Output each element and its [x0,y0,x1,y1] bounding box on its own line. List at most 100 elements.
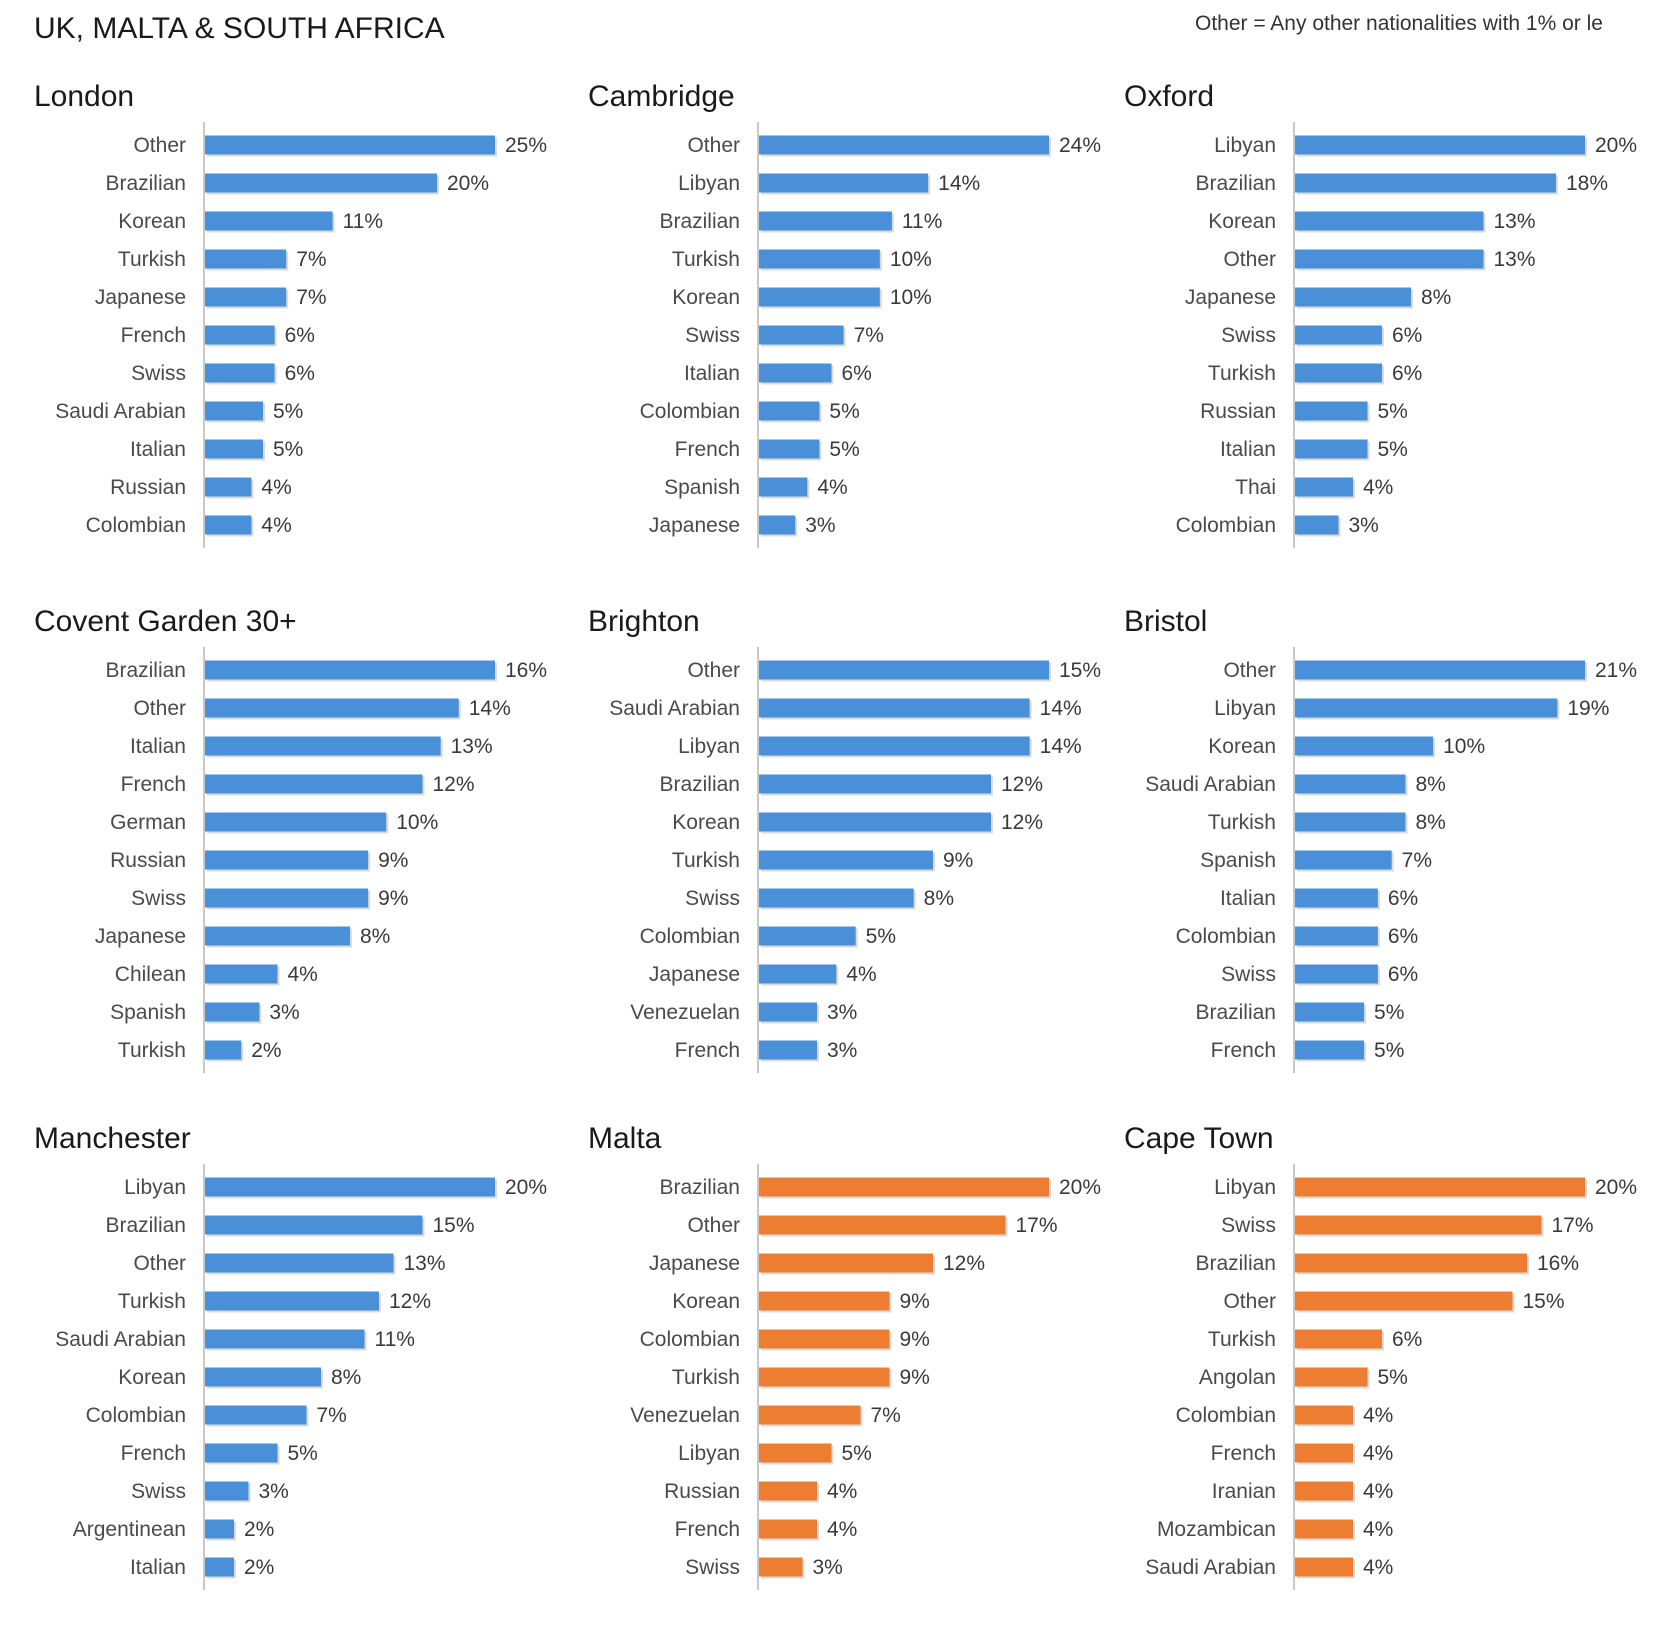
bar [1295,926,1378,946]
value-label: 5% [842,1442,872,1465]
value-label: 5% [829,400,859,423]
category-label: Other [687,659,740,682]
bar [759,698,1030,718]
category-label: Swiss [1221,963,1276,986]
value-label: 6% [1392,324,1422,347]
bar [759,287,880,307]
bar-chart: Brazilian 20% Other 17% Japanese 12% Korean 9% C… [630,1164,1101,1590]
category-label: Japanese [95,286,186,309]
value-label: 2% [244,1518,274,1541]
value-label: 5% [829,438,859,461]
bar [759,363,832,383]
value-label: 9% [378,849,408,872]
bar [1295,812,1406,832]
value-label: 17% [1016,1214,1058,1237]
value-label: 4% [827,1518,857,1541]
bar [205,698,459,718]
bar [759,211,892,231]
category-label: Brazilian [105,659,186,682]
category-label: Turkish [672,248,740,271]
category-label: Libyan [678,735,740,758]
bar [205,135,495,155]
category-label: Korean [672,1290,740,1313]
bar [759,850,933,870]
category-label: Russian [110,476,186,499]
value-label: 4% [817,476,847,499]
bar [205,1215,423,1235]
value-label: 13% [451,735,493,758]
category-label: Spanish [1200,849,1276,872]
category-label: Brazilian [659,1176,740,1199]
value-label: 6% [1392,1328,1422,1351]
chart-cape-town: Cape Town Libyan 20% Swiss 17% Brazilian 16% O… [1124,1122,1657,1602]
category-label: Other [133,134,186,157]
bar [1295,660,1585,680]
category-label: Iranian [1212,1480,1276,1503]
category-label: Turkish [1208,811,1276,834]
category-label: Libyan [124,1176,186,1199]
category-label: Spanish [664,476,740,499]
bar [1295,774,1406,794]
value-label: 20% [1059,1176,1101,1199]
value-label: 16% [505,659,547,682]
category-label: Italian [130,1556,186,1579]
chart-oxford: Oxford Libyan 20% Brazilian 18% Korean 13% Oth… [1124,80,1657,560]
category-label: Other [133,1252,186,1275]
category-label: Venezuelan [630,1001,740,1024]
value-label: 18% [1566,172,1608,195]
category-label: Libyan [1214,134,1276,157]
bar [205,660,495,680]
bar [759,888,914,908]
category-label: Colombian [1176,1404,1276,1427]
bar [1295,1481,1353,1501]
bar [205,736,441,756]
category-label: French [1211,1442,1276,1465]
chart-title: Malta [588,1122,662,1155]
category-label: Colombian [1176,925,1276,948]
bar-chart: Libyan 20% Brazilian 18% Korean 13% Other 13% Ja… [1176,122,1637,548]
bar [205,964,278,984]
category-label: Colombian [86,514,186,537]
value-label: 13% [1494,248,1536,271]
category-label: French [121,773,186,796]
category-label: French [675,1039,740,1062]
bar [205,401,263,421]
category-label: Other [133,697,186,720]
value-label: 4% [1363,1518,1393,1541]
bar [759,1002,817,1022]
bar [759,926,856,946]
bar [1295,850,1392,870]
bar [759,1040,817,1060]
value-label: 20% [505,1176,547,1199]
value-label: 15% [433,1214,475,1237]
value-label: 14% [1040,735,1082,758]
bar [1295,736,1434,756]
value-label: 8% [924,887,954,910]
chart-title: Oxford [1124,80,1215,113]
category-label: Korean [672,286,740,309]
category-label: Brazilian [1195,172,1276,195]
category-label: Japanese [649,514,740,537]
category-label: Russian [110,849,186,872]
bar [205,1253,394,1273]
bar [759,1443,832,1463]
bar [205,439,263,459]
category-label: Colombian [640,400,740,423]
value-label: 12% [1001,773,1043,796]
value-label: 2% [251,1039,281,1062]
category-label: Italian [684,362,740,385]
chart-manchester: Manchester Libyan 20% Brazilian 15% Other 13%… [34,1122,574,1602]
category-label: Japanese [649,963,740,986]
value-label: 5% [1374,1001,1404,1024]
category-label: Libyan [1214,697,1276,720]
category-label: German [110,811,186,834]
bar [759,1405,861,1425]
category-label: Brazilian [1195,1001,1276,1024]
bar [1295,1329,1382,1349]
category-label: Swiss [131,887,186,910]
bar [759,1177,1049,1197]
value-label: 11% [375,1328,415,1351]
page-title: UK, MALTA & SOUTH AFRICA [34,12,445,45]
value-label: 14% [469,697,511,720]
category-label: Venezuelan [630,1404,740,1427]
